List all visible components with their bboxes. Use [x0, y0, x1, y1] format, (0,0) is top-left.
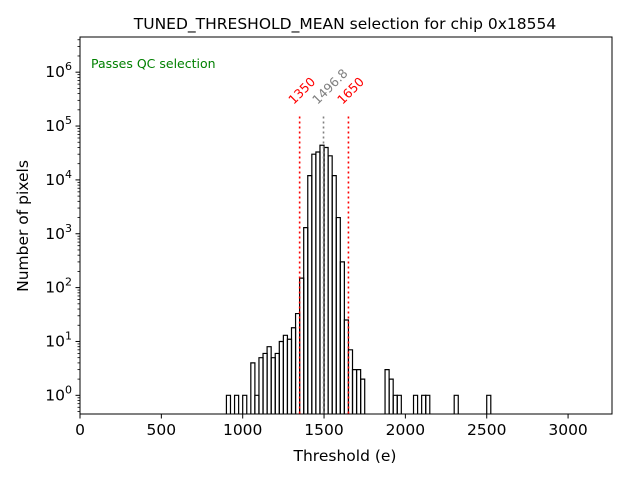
- histogram-bin: [412, 394, 419, 414]
- qc-annotation: Passes QC selection: [91, 56, 216, 71]
- histogram-bin: [486, 394, 492, 414]
- y-tick-label: 103: [45, 222, 72, 243]
- y-tick-label: 104: [45, 168, 72, 189]
- histogram-bin: [425, 394, 431, 414]
- x-tick-label: 3000: [548, 421, 587, 439]
- histogram-bin: [225, 394, 232, 414]
- y-tick-label: 102: [45, 276, 72, 297]
- histogram-bin: [360, 378, 366, 414]
- x-tick-label: 500: [147, 421, 177, 439]
- x-axis-label: Threshold (e): [293, 447, 397, 465]
- histogram-bin: [233, 394, 240, 414]
- y-tick-label: 100: [45, 383, 72, 404]
- x-tick-label: 2500: [467, 421, 506, 439]
- y-tick-label: 101: [45, 329, 72, 350]
- histogram-bin: [250, 362, 256, 414]
- y-tick-label: 105: [45, 114, 72, 135]
- histogram-bin: [396, 394, 402, 414]
- chart-title: TUNED_THRESHOLD_MEAN selection for chip …: [133, 15, 556, 34]
- axes-frame: [79, 36, 613, 415]
- x-tick-label: 1000: [223, 421, 262, 439]
- x-tick-label: 1500: [304, 421, 343, 439]
- x-tick-label: 2000: [386, 421, 425, 439]
- x-tick-label: 0: [75, 421, 85, 439]
- y-axis-label: Number of pixels: [14, 160, 32, 292]
- y-tick-label: 106: [45, 60, 72, 81]
- histogram-bin: [453, 394, 459, 414]
- histogram-bin: [242, 394, 248, 414]
